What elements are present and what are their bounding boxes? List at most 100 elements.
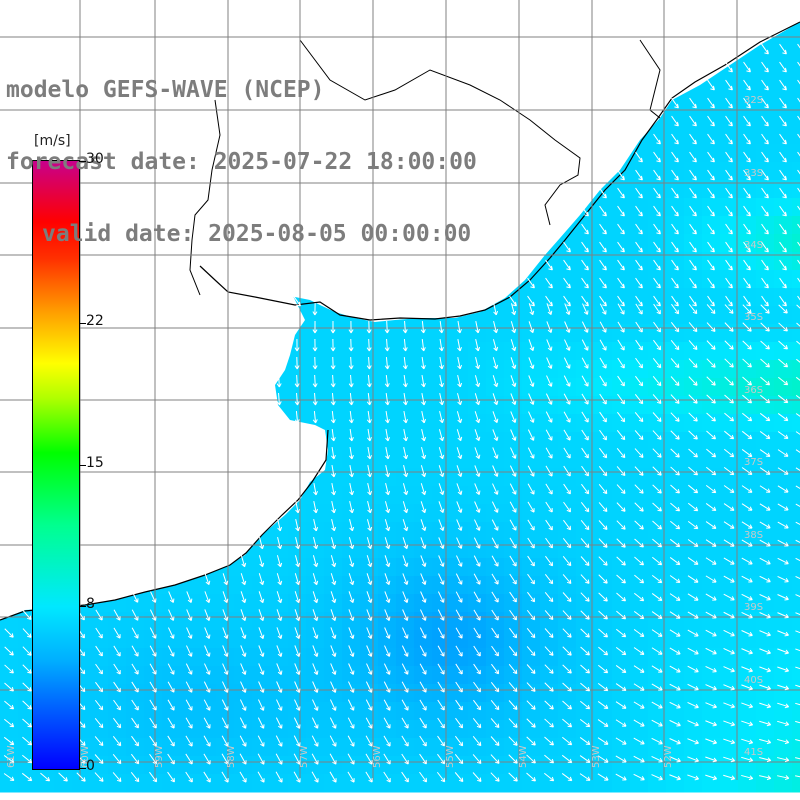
wind-speed-cell (162, 702, 181, 721)
wind-speed-cell (702, 324, 721, 343)
wind-speed-cell (288, 720, 307, 739)
wind-speed-cell (702, 504, 721, 523)
wind-speed-cell (540, 414, 559, 433)
wind-vector-arrow (365, 717, 373, 729)
wind-vector-arrow (203, 753, 211, 765)
wind-speed-cell (756, 288, 775, 307)
wind-speed-cell (648, 144, 667, 163)
wind-vector-arrow (761, 187, 769, 199)
wind-vector-arrow (401, 645, 409, 657)
wind-speed-cell (648, 468, 667, 487)
wind-vector-arrow (492, 465, 499, 477)
wind-vector-arrow (795, 376, 800, 381)
wind-vector-arrow (777, 738, 790, 745)
wind-vector-arrow (329, 717, 337, 729)
wind-vector-arrow (689, 277, 697, 289)
wind-speed-cell (648, 288, 667, 307)
wind-vector-arrow (777, 648, 789, 655)
wind-speed-cell (144, 738, 163, 757)
wind-vector-arrow (490, 736, 500, 746)
wind-speed-cell (756, 486, 775, 505)
wind-speed-cell (684, 468, 703, 487)
wind-vector-arrow (797, 79, 800, 85)
wind-vector-arrow (330, 627, 337, 640)
wind-vector-arrow (528, 375, 535, 387)
wind-vector-arrow (779, 205, 787, 217)
wind-vector-arrow (761, 61, 769, 73)
wind-speed-cell (288, 594, 307, 613)
wind-vector-arrow (777, 684, 790, 691)
wind-speed-cell (486, 576, 505, 595)
wind-vector-arrow (563, 501, 571, 513)
wind-vector-arrow (330, 446, 336, 460)
wind-vector-arrow (689, 169, 697, 181)
wind-vector-arrow (293, 295, 301, 307)
wind-vector-arrow (581, 223, 589, 235)
wind-speed-cell (684, 108, 703, 127)
wind-speed-cell (774, 450, 793, 469)
wind-vector-arrow (725, 115, 733, 127)
wind-vector-arrow (706, 322, 716, 332)
wind-vector-arrow (617, 321, 625, 333)
wind-vector-arrow (3, 736, 15, 746)
wind-speed-cell (342, 396, 361, 415)
wind-speed-cell (162, 684, 181, 703)
wind-vector-arrow (669, 647, 681, 655)
wind-vector-arrow (4, 646, 14, 656)
wind-vector-arrow (95, 627, 103, 639)
wind-speed-cell (702, 306, 721, 325)
wind-vector-arrow (508, 700, 518, 710)
wind-vector-arrow (796, 340, 800, 345)
wind-speed-cell (684, 216, 703, 235)
wind-vector-arrow (546, 375, 553, 387)
wind-speed-cell (414, 396, 433, 415)
wind-speed-cell (144, 756, 163, 775)
wind-speed-cell (162, 648, 181, 667)
wind-speed-cell (378, 558, 397, 577)
wind-vector-arrow (779, 43, 787, 55)
wind-speed-cell (468, 342, 487, 361)
wind-speed-cell (450, 702, 469, 721)
wind-speed-cell (792, 576, 800, 595)
wind-vector-arrow (725, 205, 733, 217)
wind-speed-cell (648, 648, 667, 667)
wind-vector-arrow (651, 593, 663, 602)
wind-speed-cell (648, 378, 667, 397)
wind-vector-arrow (544, 700, 554, 710)
wind-vector-arrow (779, 115, 787, 127)
wind-vector-arrow (509, 591, 517, 603)
wind-speed-cell (774, 342, 793, 361)
wind-vector-arrow (527, 591, 536, 603)
wind-speed-cell (378, 576, 397, 595)
wind-vector-arrow (490, 772, 500, 782)
wind-vector-arrow (526, 628, 536, 639)
wind-speed-cell (738, 522, 757, 541)
wind-vector-arrow (221, 735, 229, 747)
wind-vector-arrow (723, 684, 735, 691)
wind-speed-cell (324, 738, 343, 757)
wind-vector-arrow (779, 79, 787, 91)
wind-vector-arrow (689, 187, 697, 199)
wind-speed-cell (234, 738, 253, 757)
wind-vector-arrow (653, 241, 661, 253)
wind-vector-arrow (384, 501, 391, 514)
wind-speed-cell (360, 396, 379, 415)
wind-speed-cell (774, 144, 793, 163)
wind-vector-arrow (669, 575, 681, 583)
wind-vector-arrow (95, 609, 103, 621)
wind-vector-arrow (420, 537, 427, 550)
wind-vector-arrow (546, 321, 553, 333)
wind-vector-arrow (330, 428, 336, 442)
wind-speed-cell (720, 180, 739, 199)
wind-vector-arrow (670, 412, 680, 422)
wind-vector-arrow (367, 483, 373, 496)
wind-vector-arrow (707, 97, 715, 109)
wind-speed-cell (414, 774, 433, 793)
wind-speed-cell (774, 90, 793, 109)
wind-vector-arrow (581, 205, 589, 217)
wind-speed-cell (162, 756, 181, 775)
wind-speed-cell (90, 684, 109, 703)
wind-speed-cell (720, 72, 739, 91)
wind-vector-arrow (21, 772, 33, 782)
wind-speed-cell (324, 468, 343, 487)
